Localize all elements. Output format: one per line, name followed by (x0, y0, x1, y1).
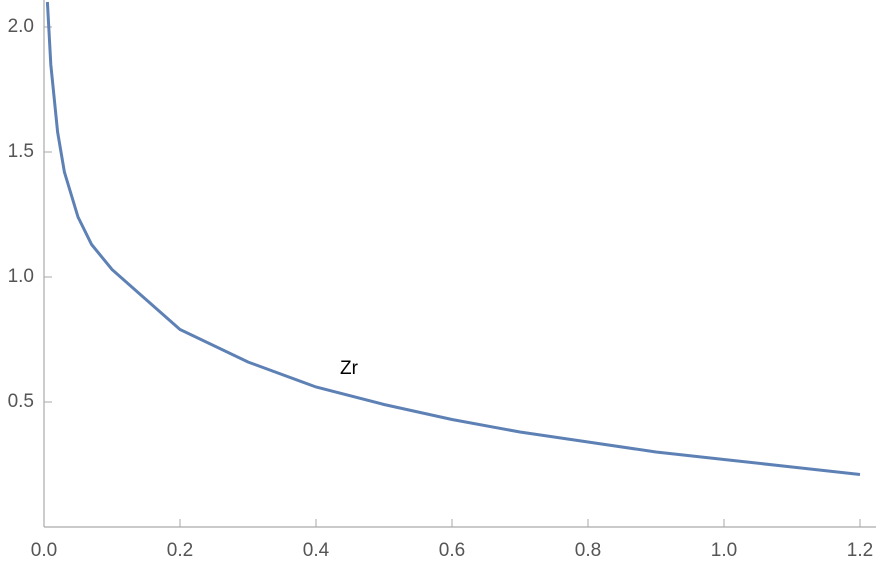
y-tick-label: 1.0 (8, 266, 34, 287)
y-tick-label: 0.5 (8, 391, 34, 412)
series-label: Zr (340, 358, 359, 379)
x-tick-label: 0.4 (303, 540, 330, 561)
x-tick-label: 1.0 (711, 540, 737, 561)
y-tick-label: 2.0 (8, 16, 34, 37)
x-tick-label: 0.6 (439, 540, 465, 561)
line (45, 1, 861, 476)
x-tick-label: 1.2 (847, 540, 873, 561)
y-tick-label: 1.5 (8, 141, 34, 162)
x-tick-label: 0.2 (167, 540, 193, 561)
x-tick-label: 0.0 (31, 540, 57, 561)
x-tick-label: 0.8 (575, 540, 601, 561)
